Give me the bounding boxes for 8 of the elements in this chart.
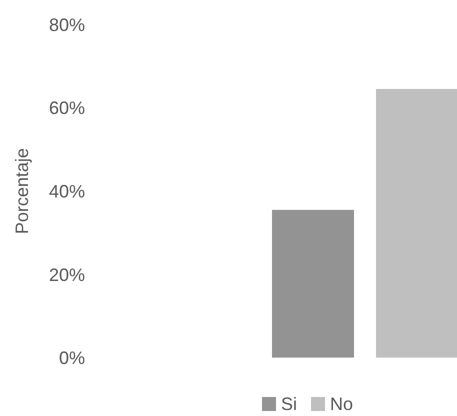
y-tick-label: 0%: [58, 348, 85, 368]
y-tick-label: 40%: [48, 181, 85, 202]
y-tick-label: 80%: [48, 14, 85, 35]
y-tick-label: 60%: [48, 98, 85, 118]
legend-label: No: [330, 394, 354, 414]
legend-label: Si: [281, 394, 298, 414]
y-tick-label: 20%: [48, 264, 85, 285]
y-axis-title: Porcentaje: [12, 148, 32, 234]
